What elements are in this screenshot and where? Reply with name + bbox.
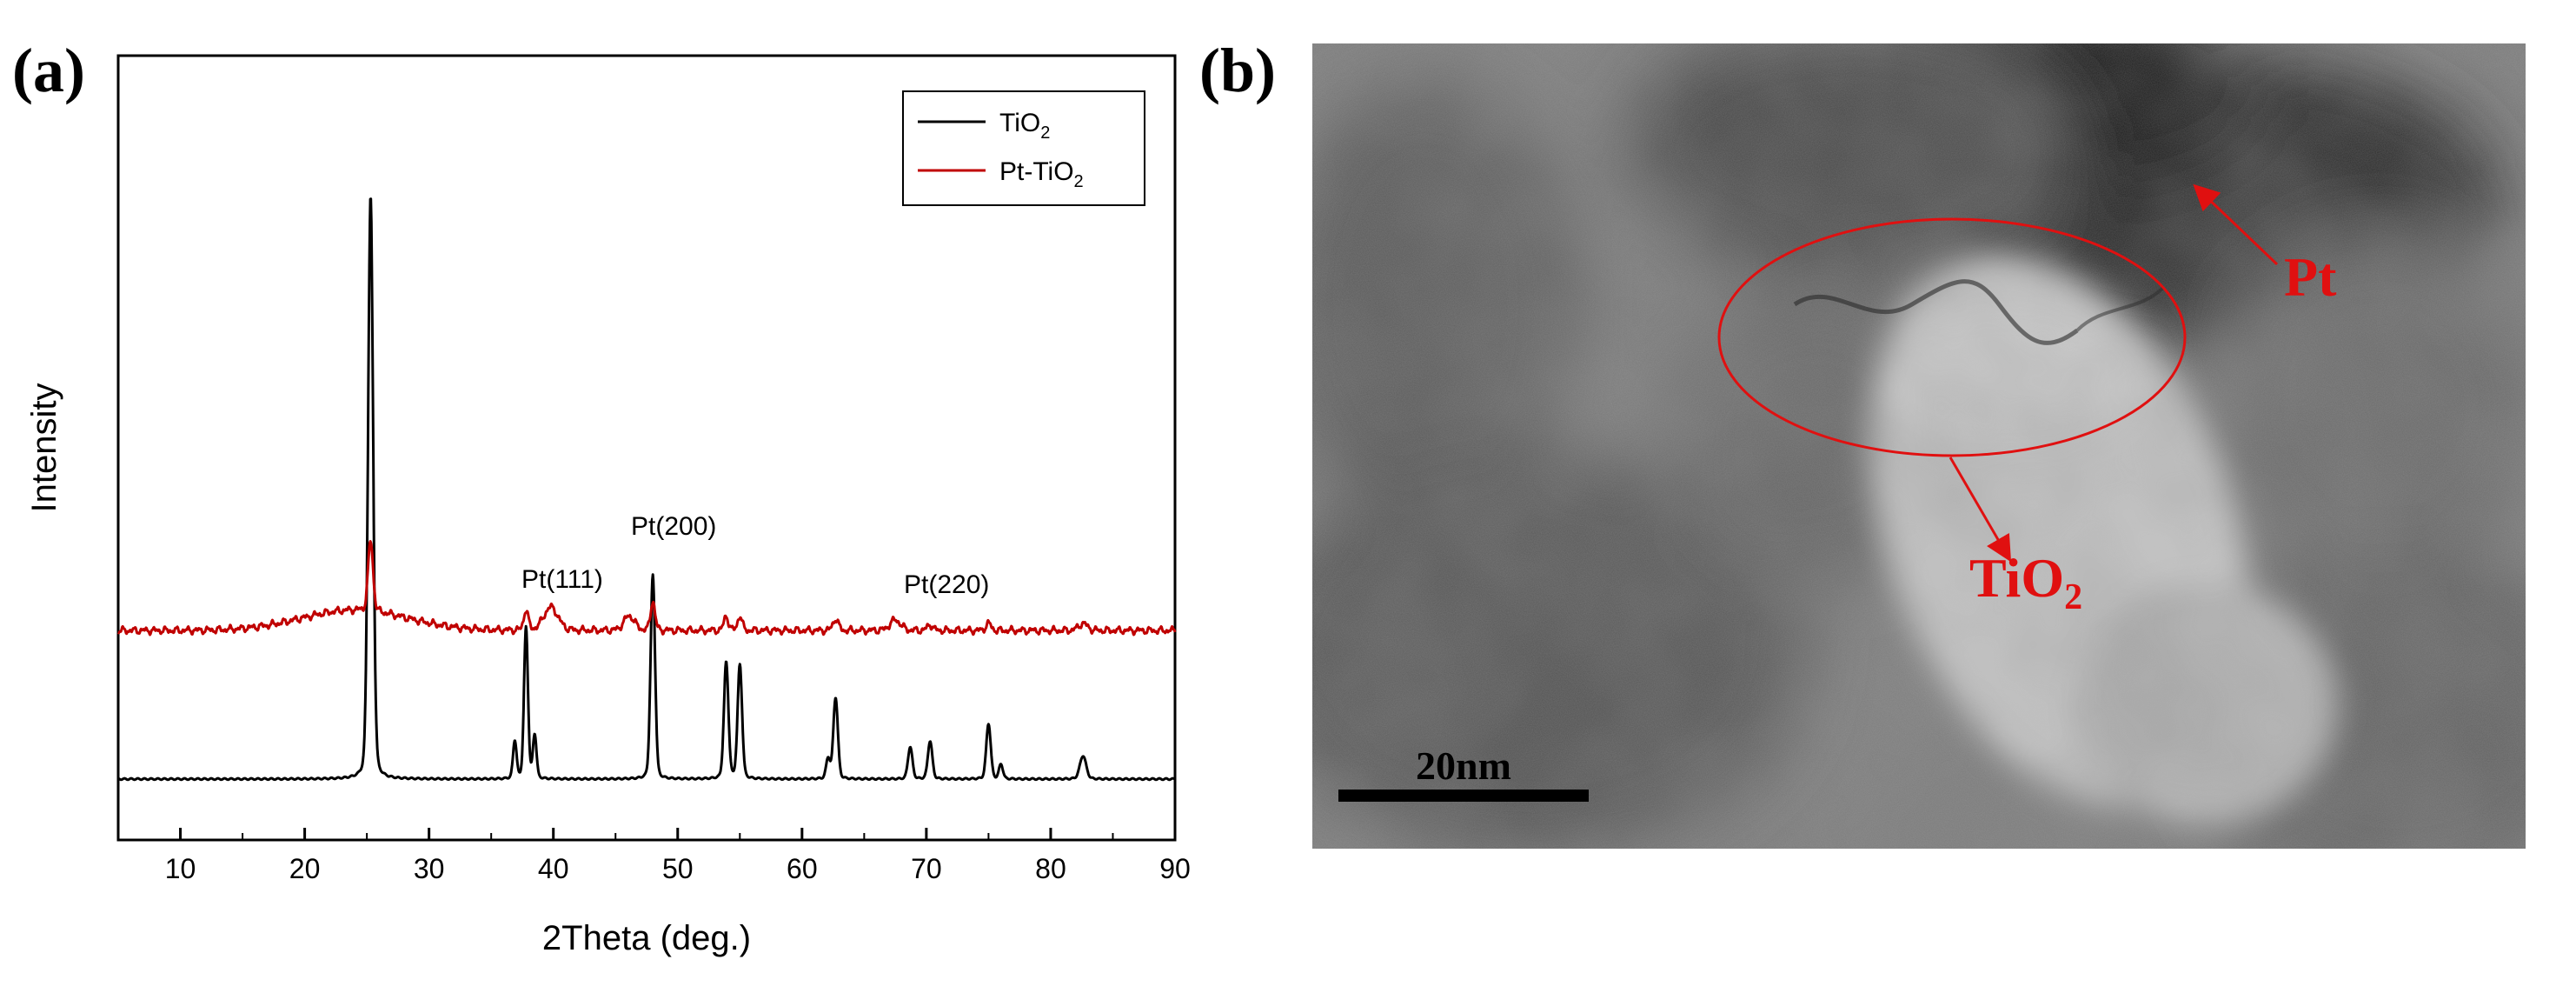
x-axis-ticks: 10 20 30 40 50 60 70 80 90 — [165, 828, 1191, 884]
legend-box — [902, 90, 1145, 206]
scale-bar-line — [1338, 790, 1589, 802]
xrd-chart: 10 20 30 40 50 60 70 80 90 Pt(111) Pt(200) Pt(22… — [25, 54, 1191, 957]
legend-label-tio2: TiO2 — [999, 109, 1050, 143]
panel-b-label: (b) — [1199, 36, 1276, 105]
tio2-arrow — [1949, 457, 2012, 563]
tem-micrograph: Pt TiO2 20nm — [1312, 43, 2526, 849]
x-tick-label: 80 — [1035, 853, 1066, 884]
x-tick-label: 50 — [662, 853, 694, 884]
tem-grain — [1312, 43, 2526, 849]
x-tick-label: 90 — [1159, 853, 1191, 884]
pt-label: Pt — [2284, 246, 2337, 308]
x-axis-label: 2Theta (deg.) — [542, 919, 751, 957]
panel-a-label: (a) — [12, 36, 85, 105]
series-group — [116, 197, 1177, 782]
x-tick-label: 60 — [787, 853, 818, 884]
highlight-ellipse — [1717, 217, 2187, 457]
annotation-pt111: Pt(111) — [521, 565, 603, 594]
x-tick-label: 30 — [414, 853, 445, 884]
series-line-tio2 — [117, 197, 1176, 782]
y-axis-label: Intensity — [25, 383, 63, 513]
series-line-pt-tio2 — [116, 540, 1177, 636]
annotation-pt200: Pt(200) — [631, 512, 716, 541]
scale-bar: 20nm — [1338, 743, 1589, 802]
x-tick-label: 20 — [289, 853, 321, 884]
x-tick-label: 40 — [538, 853, 569, 884]
annotation-pt220: Pt(220) — [904, 570, 989, 599]
scale-bar-label: 20nm — [1416, 743, 1511, 788]
pt-particle-edge-2 — [2075, 285, 2166, 332]
x-tick-label: 70 — [911, 853, 942, 884]
tio2-label: TiO2 — [1969, 547, 2082, 617]
pt-arrow — [2193, 183, 2279, 266]
x-tick-label: 10 — [165, 853, 196, 884]
legend-label-pt-tio2: Pt-TiO2 — [999, 157, 1084, 191]
tem-annotations: Pt TiO2 — [1717, 183, 2337, 617]
pt-particle-edge — [1793, 279, 2079, 345]
annotations-group: Pt(111) Pt(200) Pt(220) — [521, 512, 989, 599]
legend: TiO2 Pt-TiO2 — [902, 90, 1145, 206]
